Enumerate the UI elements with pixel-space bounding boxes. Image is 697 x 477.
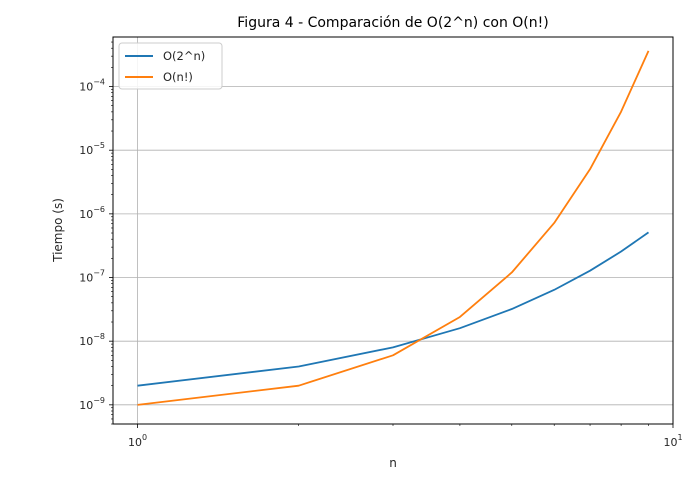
- x-axis-label: n: [389, 456, 397, 470]
- chart-title: Figura 4 - Comparación de O(2^n) con O(n…: [237, 15, 548, 31]
- series-line-1: [137, 50, 650, 406]
- x-tick-label: 101: [663, 433, 682, 449]
- legend-label-onfact: O(n!): [163, 70, 193, 84]
- y-tick-label: 10−4: [79, 78, 105, 94]
- tick-labels: 10−9 10−8 10−7 10−6 10−5 10−4 100 101: [79, 78, 682, 449]
- y-tick-label: 10−5: [79, 141, 105, 157]
- ticks: [109, 41, 674, 428]
- y-tick-label: 10−9: [79, 396, 105, 412]
- legend: O(2^n) O(n!): [118, 42, 223, 90]
- y-axis-label: Tiempo (s): [51, 198, 65, 263]
- series-lines: [137, 50, 650, 406]
- series-line-0: [137, 231, 650, 387]
- legend-label-o2n: O(2^n): [163, 49, 205, 63]
- y-tick-label: 10−6: [79, 205, 105, 221]
- y-tick-label: 10−8: [79, 332, 105, 348]
- y-tick-label: 10−7: [79, 269, 105, 285]
- x-tick-label: 100: [128, 433, 147, 449]
